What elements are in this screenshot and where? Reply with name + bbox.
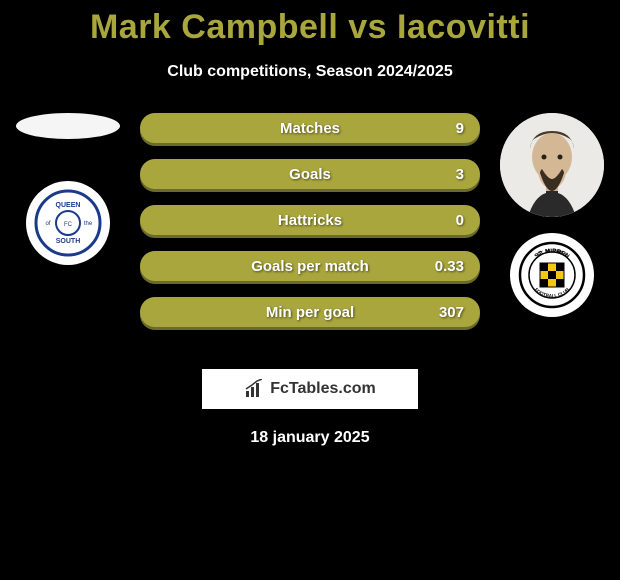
page-title: Mark Campbell vs Iacovitti: [0, 8, 620, 47]
stat-value: 3: [456, 166, 464, 183]
club-badge-left: QUEEN of the SOUTH FC: [26, 181, 110, 265]
player-placeholder-left: [16, 113, 120, 139]
svg-text:of: of: [45, 221, 50, 227]
stat-label: Matches: [280, 120, 340, 137]
stat-bars: Matches 9 Goals 3 Hattricks 0 Goals per …: [140, 113, 480, 343]
svg-text:FC: FC: [64, 222, 73, 228]
stat-label: Goals: [289, 166, 331, 183]
stat-value: 9: [456, 120, 464, 137]
left-column: QUEEN of the SOUTH FC: [8, 113, 128, 265]
attribution-badge: FcTables.com: [202, 369, 418, 409]
stat-bar: Min per goal 307: [140, 297, 480, 327]
right-column: ST. MIRREN ST. MIRREN FOOTBALL CLUB: [492, 113, 612, 317]
attribution-text: FcTables.com: [270, 380, 376, 398]
qos-badge-icon: QUEEN of the SOUTH FC: [34, 189, 102, 257]
stat-bar: Goals per match 0.33: [140, 251, 480, 281]
stat-label: Min per goal: [266, 304, 354, 321]
chart-icon: [244, 379, 264, 399]
stat-value: 0: [456, 212, 464, 229]
player-avatar-icon: [500, 113, 604, 217]
subtitle: Club competitions, Season 2024/2025: [0, 63, 620, 81]
stat-bar: Goals 3: [140, 159, 480, 189]
stat-value: 0.33: [435, 258, 464, 275]
svg-text:the: the: [84, 221, 93, 227]
stat-value: 307: [439, 304, 464, 321]
svg-text:SOUTH: SOUTH: [56, 238, 81, 245]
date-text: 18 january 2025: [0, 429, 620, 447]
svg-text:QUEEN: QUEEN: [56, 202, 81, 209]
stat-label: Hattricks: [278, 212, 342, 229]
stat-bar: Hattricks 0: [140, 205, 480, 235]
stat-label: Goals per match: [251, 258, 369, 275]
club-badge-right: ST. MIRREN ST. MIRREN FOOTBALL CLUB: [510, 233, 594, 317]
comparison-content: QUEEN of the SOUTH FC Matches 9 Goals 3 …: [0, 113, 620, 353]
player-photo-right: [500, 113, 604, 217]
stmirren-badge-icon: ST. MIRREN ST. MIRREN FOOTBALL CLUB: [518, 241, 586, 309]
stat-bar: Matches 9: [140, 113, 480, 143]
